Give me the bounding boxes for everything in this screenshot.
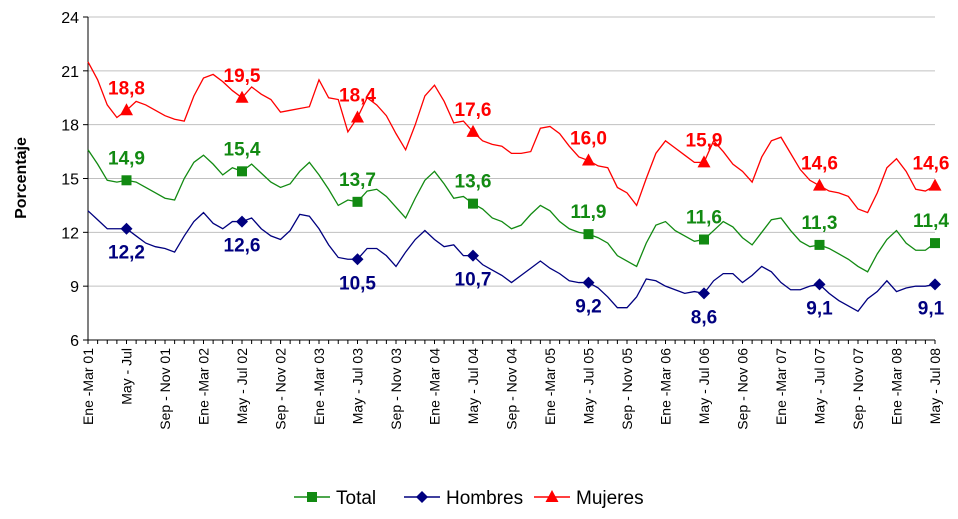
x-tick-label: Ene -Mar 03: [311, 348, 327, 425]
x-tick-label: Sep - Nov 07: [850, 348, 866, 430]
marker: [120, 103, 133, 116]
x-tick-label: Ene -Mar 07: [773, 348, 789, 425]
value-label: 11,3: [802, 213, 838, 234]
x-tick-label: Sep - Nov 04: [504, 348, 520, 430]
series-line: [87, 61, 936, 214]
value-label: 13,6: [455, 172, 492, 193]
y-tick-label: 21: [61, 64, 79, 81]
value-label: 14,6: [801, 154, 838, 175]
marker: [930, 238, 940, 249]
marker: [928, 178, 942, 191]
x-tick-label: May - Jul 07: [812, 348, 828, 424]
marker: [236, 215, 248, 228]
value-label: 9,1: [806, 298, 833, 319]
x-tick-label: Sep - Nov 01: [157, 348, 173, 430]
marker: [121, 175, 132, 186]
x-tick-label: Sep - Nov 06: [735, 348, 751, 430]
x-tick-label: Ene -Mar 05: [542, 348, 558, 425]
marker: [307, 492, 317, 502]
x-tick-label: May - Jul 02: [234, 348, 250, 424]
marker: [237, 166, 247, 177]
value-label: 15,4: [224, 139, 261, 160]
marker: [351, 253, 364, 266]
y-tick-label: 15: [61, 172, 79, 189]
series-line: [87, 210, 936, 313]
value-label: 9,2: [575, 297, 601, 318]
marker: [352, 196, 363, 207]
value-label: 10,5: [339, 273, 376, 294]
value-label: 8,6: [691, 307, 717, 328]
y-tick-label: 12: [61, 225, 79, 242]
x-tick-label: May - Jul 04: [465, 348, 481, 424]
legend-label: Hombres: [446, 488, 523, 509]
y-tick-label: 9: [70, 279, 79, 296]
y-tick-label: 6: [70, 333, 79, 350]
marker: [697, 155, 711, 168]
x-tick-label: Ene -Mar 01: [80, 348, 96, 425]
x-tick-label: May - Jul 03: [350, 348, 366, 424]
value-label: 18,8: [108, 78, 145, 99]
value-label: 12,6: [224, 236, 261, 257]
marker: [467, 249, 479, 262]
marker: [351, 110, 364, 123]
marker: [545, 490, 559, 502]
value-label: 10,7: [455, 270, 492, 291]
x-tick-label: Sep - Nov 05: [619, 348, 635, 430]
marker: [583, 229, 594, 240]
x-tick-label: Ene -Mar 08: [889, 348, 905, 425]
y-tick-label: 24: [61, 10, 79, 27]
marker: [699, 234, 709, 245]
legend-item: Mujeres: [534, 488, 644, 509]
legend-label: Total: [336, 488, 376, 509]
y-tick-label: 18: [61, 118, 79, 135]
x-tick-label: Sep - Nov 03: [388, 348, 404, 430]
marker: [813, 178, 826, 191]
legend-item: Hombres: [404, 488, 523, 509]
x-tick-label: Sep - Nov 02: [273, 348, 289, 430]
value-label: 9,1: [918, 298, 945, 319]
marker: [416, 491, 428, 503]
value-label: 11,9: [571, 202, 607, 223]
value-label: 15,9: [686, 130, 723, 151]
legend-item: Total: [294, 488, 376, 509]
marker: [582, 153, 595, 166]
marker: [929, 278, 941, 291]
marker: [814, 239, 825, 250]
x-tick-label: May - Jul: [119, 348, 135, 405]
x-tick-label: May - Jul 08: [927, 348, 943, 424]
x-tick-label: Ene -Mar 02: [196, 348, 212, 425]
marker: [468, 198, 478, 209]
x-tick-label: Ene -Mar 04: [427, 348, 443, 425]
x-tick-label: Ene -Mar 06: [658, 348, 674, 425]
value-label: 17,6: [455, 100, 492, 121]
value-label: 18,4: [339, 85, 376, 106]
value-label: 14,6: [913, 154, 950, 175]
value-label: 12,2: [108, 243, 145, 264]
marker: [698, 287, 710, 300]
marker: [120, 222, 133, 235]
value-label: 13,7: [339, 170, 376, 191]
marker: [813, 278, 826, 291]
legend-label: Mujeres: [576, 488, 644, 509]
marker: [235, 90, 249, 103]
series-line: [87, 149, 936, 273]
value-label: 16,0: [570, 129, 607, 150]
marker: [582, 276, 595, 289]
value-label: 14,9: [108, 148, 145, 169]
x-tick-label: May - Jul 05: [581, 348, 597, 424]
marker: [466, 124, 480, 137]
value-label: 11,6: [686, 208, 722, 229]
value-label: 19,5: [224, 66, 261, 87]
value-label: 11,4: [913, 211, 949, 232]
x-tick-label: May - Jul 06: [696, 348, 712, 424]
y-axis-label: Porcentaje: [13, 137, 30, 219]
